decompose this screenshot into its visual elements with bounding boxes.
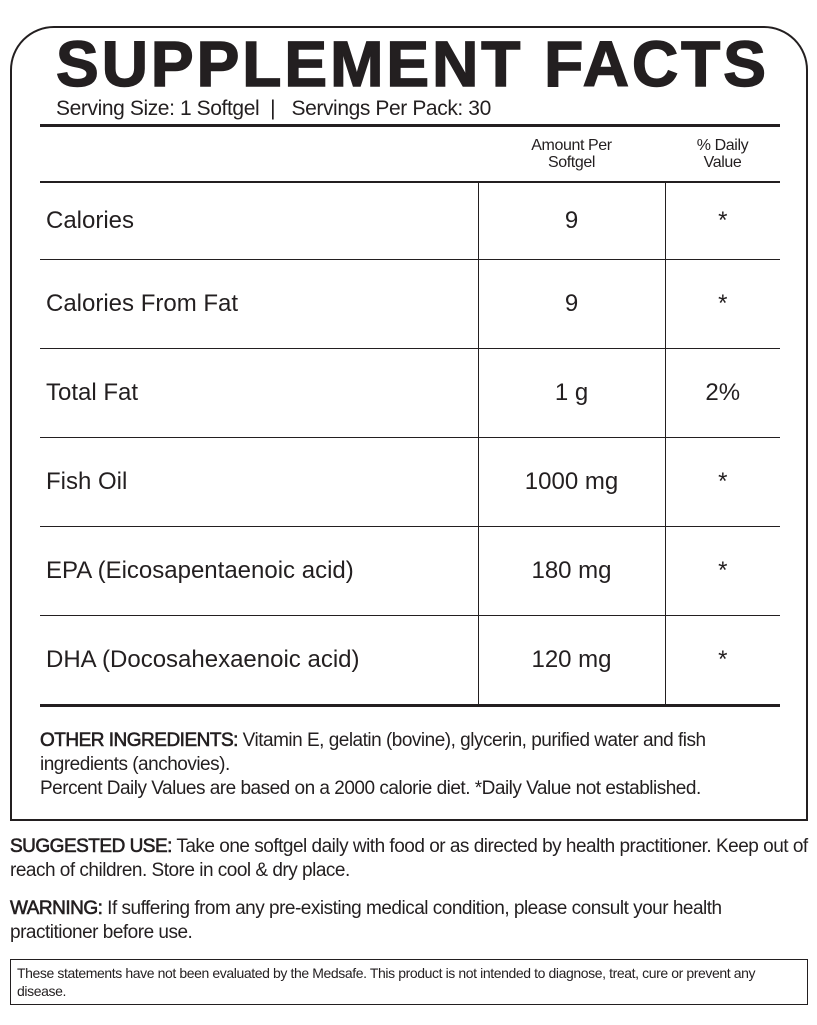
nutrient-dv: 2%	[664, 348, 780, 438]
table-row: Calories From Fat 9 *	[40, 259, 780, 349]
nutrient-dv: *	[664, 437, 780, 527]
serving-info: Serving Size: 1 Softgel | Servings Per P…	[56, 97, 491, 120]
table-row: Calories 9 *	[40, 182, 780, 260]
header-dv-line2: Value	[703, 154, 742, 171]
warning-text: If suffering from any pre-existing medic…	[10, 898, 722, 943]
table-row: Fish Oil 1000 mg *	[40, 437, 780, 527]
table-row: EPA (Eicosapentaenoic acid) 180 mg *	[40, 526, 780, 616]
nutrient-name: EPA (Eicosapentaenoic acid)	[40, 526, 478, 616]
other-ingredients-label: OTHER INGREDIENTS:	[40, 730, 239, 752]
nutrient-name: Calories	[40, 182, 478, 260]
nutrient-name: DHA (Docosahexaenoic acid)	[40, 615, 478, 707]
suggested-use: SUGGESTED USE: Take one softgel daily wi…	[10, 835, 808, 883]
panel-title: SUPPLEMENT FACTS	[55, 28, 769, 100]
nutrient-amount: 1 g	[477, 348, 665, 438]
other-ingredients: OTHER INGREDIENTS: Vitamin E, gelatin (b…	[40, 729, 780, 801]
header-amount-line1: Amount Per	[531, 137, 612, 154]
nutrient-amount: 180 mg	[477, 526, 665, 616]
table-row: Total Fat 1 g 2%	[40, 348, 780, 438]
facts-table: Amount Per Softgel % Daily Value Calories 9…	[40, 124, 780, 707]
header-amount: Amount Per Softgel	[478, 124, 665, 183]
table-header: Amount Per Softgel % Daily Value	[40, 124, 780, 183]
nutrient-dv: *	[664, 259, 780, 349]
header-blank	[40, 124, 478, 183]
warning: WARNING: If suffering from any pre-exist…	[10, 897, 808, 945]
nutrient-amount: 9	[477, 259, 665, 349]
suggested-use-label: SUGGESTED USE:	[10, 836, 173, 858]
supplement-facts-panel: SUPPLEMENT FACTS Serving Size: 1 Softgel…	[10, 26, 808, 821]
nutrient-dv: *	[664, 615, 780, 707]
daily-value-note: Percent Daily Values are based on a 2000…	[40, 778, 701, 799]
header-dv-line1: % Daily	[696, 137, 749, 154]
nutrient-dv: *	[664, 526, 780, 616]
nutrient-amount: 1000 mg	[477, 437, 665, 527]
nutrient-amount: 9	[477, 182, 665, 260]
header-daily-value: % Daily Value	[665, 124, 780, 183]
suggested-use-text: Take one softgel daily with food or as d…	[10, 836, 808, 881]
table-row: DHA (Docosahexaenoic acid) 120 mg *	[40, 615, 780, 707]
disclaimer-box: These statements have not been evaluated…	[10, 959, 808, 1005]
nutrient-name: Fish Oil	[40, 437, 478, 527]
header-amount-line2: Softgel	[547, 154, 595, 171]
nutrient-name: Total Fat	[40, 348, 478, 438]
nutrient-dv: *	[664, 182, 780, 260]
disclaimer-text: These statements have not been evaluated…	[17, 965, 756, 999]
nutrient-name: Calories From Fat	[40, 259, 478, 349]
warning-label: WARNING:	[10, 898, 104, 920]
other-ingredients-text: Vitamin E, gelatin (bovine), glycerin, p…	[40, 730, 706, 775]
nutrient-amount: 120 mg	[477, 615, 665, 707]
